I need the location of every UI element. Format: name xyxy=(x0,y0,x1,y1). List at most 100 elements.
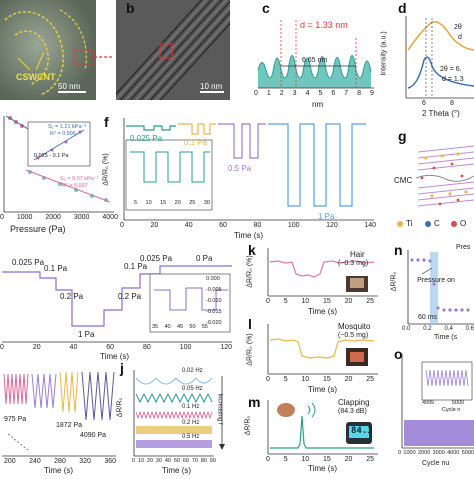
panel-i-lab-0025b: 0.025 Pa xyxy=(140,254,173,263)
panel-k-xticks: 0 5 10 15 20 25 xyxy=(266,298,374,305)
panel-d-xlabel: 2 Theta (°) xyxy=(422,109,460,118)
panel-i-inset-xtick: 45 xyxy=(176,324,184,330)
panel-c-d-label: d = 1.33 nm xyxy=(300,20,348,30)
panel-c-xticks: 0 1 2 3 4 5 6 7 8 9 xyxy=(254,90,374,97)
panel-c-span-label: 6.65 nm xyxy=(302,57,328,64)
panel-m-xlabel: Time (s) xyxy=(308,464,338,473)
panel-h-xtick: 320 xyxy=(79,458,91,465)
panel-k-xtick: 10 xyxy=(301,298,310,305)
panel-f-xtick: 20 xyxy=(150,222,159,229)
panel-d-ann-top: 2θ xyxy=(454,24,462,31)
panel-h-xtick: 360 xyxy=(104,458,116,465)
panel-g-legend-o: O xyxy=(460,219,467,228)
panel-b-hrtem-image: b 10 nm xyxy=(105,0,253,106)
panel-e-xticks: 0 1000 2000 3000 4000 xyxy=(0,214,118,221)
panel-c-xtick: 2 xyxy=(279,90,284,97)
panel-k-xlabel: Time (s) xyxy=(308,307,338,316)
panel-i-svg xyxy=(2,265,232,343)
panel-l-xticks: 0 5 10 15 20 25 xyxy=(266,376,374,383)
panel-l-xtick: 25 xyxy=(366,376,374,383)
panel-h-cyclic: 975 Pa 1872 Pa 4090 Pa 200 240 280 320 3… xyxy=(0,364,118,475)
panel-m-clapping: m Clapping (84.3 dB) 84.3 0 5 10 15 20 2… xyxy=(238,394,380,474)
panel-n-press: Pres xyxy=(456,244,471,251)
panel-d-ylabel: Intensity (a.u.) xyxy=(380,31,388,76)
panel-f-step-response: f 0.025 Pa 0.1 Pa 0.5 Pa 1 Pa 5 10 15 20… xyxy=(102,112,380,240)
panel-m-xtick: 25 xyxy=(366,456,374,463)
panel-o-label: o xyxy=(394,346,403,362)
panel-l-label: l xyxy=(248,316,252,332)
panel-j-xtick: 90 xyxy=(209,458,216,464)
panel-o-inset-xlabel: Cycle n xyxy=(442,407,461,413)
panel-e-s2r: R² = 0.997 xyxy=(62,183,88,189)
panel-i-xticks: 0 20 40 60 80 100 120 xyxy=(0,344,232,351)
panel-h-xtick: 240 xyxy=(29,458,41,465)
panel-n-label: n xyxy=(394,242,403,258)
panel-h-xlabel: Time (s) xyxy=(44,466,74,475)
panel-i-lab-02b: 0.2 Pa xyxy=(118,292,142,301)
panel-f-xtick: 60 xyxy=(219,222,227,229)
panel-j-freq-002: 0.02 Hz xyxy=(182,368,203,374)
panel-d-svg xyxy=(405,16,474,99)
panel-l-title: Mosquito xyxy=(338,322,371,331)
panel-b-scale-label: 10 nm xyxy=(200,82,223,91)
panel-c-xtick: 0 xyxy=(254,90,258,97)
panel-i-lab-0pa: 0 Pa xyxy=(196,254,213,263)
panel-h-ann-1872: 1872 Pa xyxy=(56,422,83,429)
panel-c-line-profile: c d = 1.33 nm 6.65 nm 0 1 2 3 4 5 6 7 8 … xyxy=(240,0,380,110)
panel-d-ann2: d = 1.3 xyxy=(442,76,464,83)
panel-h-xtick: 200 xyxy=(4,458,16,465)
panel-m-xtick: 0 xyxy=(266,456,270,463)
panel-i-lab-01b: 0.1 Pa xyxy=(124,262,148,271)
panel-m-label: m xyxy=(248,394,261,410)
panel-f-lab-1: 1 Pa xyxy=(318,212,335,221)
panel-i-xtick: 0 xyxy=(0,344,4,351)
panel-k-xtick: 25 xyxy=(366,298,374,305)
panel-j-freq-02: 0.2 Hz xyxy=(182,420,200,426)
panel-g-svg xyxy=(397,145,474,227)
panel-d-xrd: d 2θ d 2θ = 6. d = 1.3 6 8 2 Theta (°) I… xyxy=(381,0,474,120)
panel-f-lab-0025: 0.025 Pa xyxy=(130,134,163,143)
panel-o-inset-xtick: 5000 xyxy=(452,400,465,406)
panel-h-xticks: 200 240 280 320 360 xyxy=(4,458,116,465)
panel-h-ann-4090: 4090 Pa xyxy=(80,432,107,439)
panel-f-xtick: 100 xyxy=(287,222,300,229)
panel-g-legend-c: C xyxy=(434,219,440,228)
panel-i-xtick: 100 xyxy=(179,344,192,351)
panel-l-sub: (~0.5 mg) xyxy=(338,332,369,339)
panel-d-xtick: 8 xyxy=(450,100,454,107)
panel-m-xtick: 10 xyxy=(301,456,310,463)
panel-d-xtick: 6 xyxy=(422,100,426,107)
panel-g-cmc-label: CMC xyxy=(394,176,413,185)
panel-o-xtick: 4000 xyxy=(447,450,460,456)
panel-l-xtick: 0 xyxy=(266,376,270,383)
panel-m-xtick: 5 xyxy=(283,456,288,463)
panel-d-label: d xyxy=(398,0,407,16)
panel-n-time-ann: 60 ms xyxy=(418,314,438,321)
panel-e-xtick: 0 xyxy=(0,214,4,221)
panel-h-xtick: 280 xyxy=(54,458,66,465)
panel-l-xtick: 5 xyxy=(283,376,288,383)
panel-i-xtick: 20 xyxy=(32,344,41,351)
panel-j-xtick: 70 xyxy=(191,458,198,464)
panel-e-xtick: 1000 xyxy=(16,214,33,221)
panel-c-xtick: 9 xyxy=(370,90,374,97)
panel-f-inset-xtick: 5 xyxy=(134,200,138,206)
panel-i-inset-ytick: -0.005 xyxy=(206,287,222,293)
panel-l-xtick: 15 xyxy=(323,376,331,383)
panel-c-xtick: 5 xyxy=(318,90,323,97)
panel-l-xlabel: Time (s) xyxy=(308,385,338,394)
panel-n-response-time: n Pres Pressure on 60 ms 0.0 0.2 0.4 0.6… xyxy=(382,242,474,344)
panel-i-lab-02a: 0.2 Pa xyxy=(60,292,84,301)
panel-f-xtick: 80 xyxy=(253,222,262,229)
panel-j-ylabel: ΔR/R₀ xyxy=(116,397,124,418)
panel-k-ylabel: ΔR/R₀ (%) xyxy=(246,255,254,288)
panel-f-lab-01: 0.1 Pa xyxy=(184,138,208,147)
panel-i-inset-xtick: 35 xyxy=(152,324,159,330)
panel-e-s2: S₂ = 0.07 kPa⁻¹ xyxy=(60,176,99,182)
panel-f-ylabel: ΔR/R₀ (%) xyxy=(102,153,110,186)
panel-i-lab-1pa: 1 Pa xyxy=(78,330,95,339)
panel-f-inset-xtick: 25 xyxy=(189,200,196,206)
panel-a-annotation: CSWCNT xyxy=(16,72,56,82)
panel-f-lab-05: 0.5 Pa xyxy=(228,164,252,173)
panel-c-xtick: 4 xyxy=(305,90,310,97)
